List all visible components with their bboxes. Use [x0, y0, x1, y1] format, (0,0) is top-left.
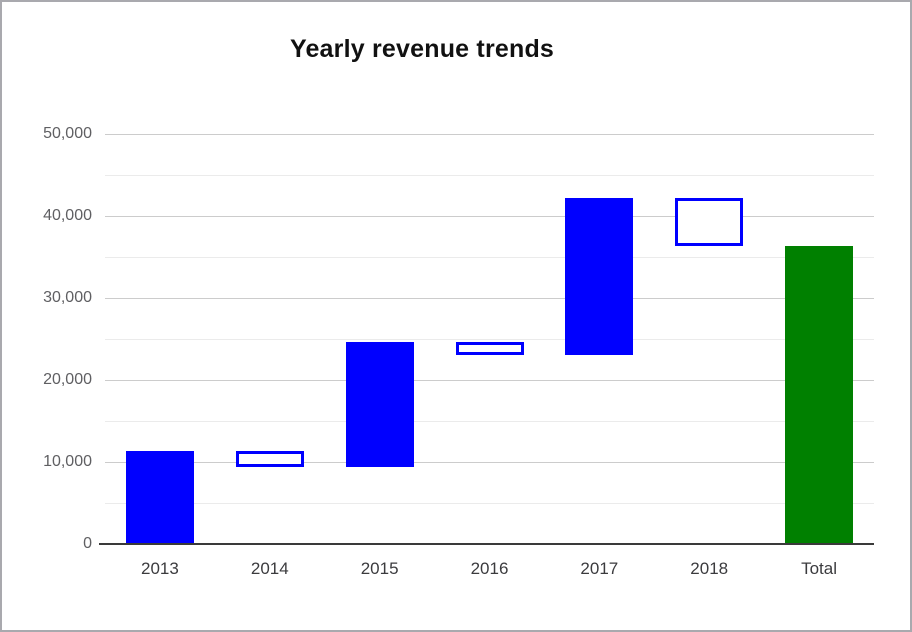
x-label-2018: 2018 — [690, 559, 729, 578]
y-tick-30000: 30,000 — [43, 289, 92, 306]
gridline-40000 — [105, 216, 874, 217]
x-label-2013: 2013 — [141, 559, 179, 578]
minor-gridline-45000 — [105, 175, 874, 176]
bar-2018[interactable] — [675, 197, 744, 246]
plot-area — [99, 134, 874, 545]
minor-gridline-5000 — [105, 503, 874, 504]
x-label-2017: 2017 — [580, 559, 619, 578]
y-tick-20000: 20,000 — [43, 371, 92, 388]
y-tick-40000: 40,000 — [43, 207, 92, 224]
x-label-total: Total — [801, 559, 838, 578]
gridline-10000 — [105, 462, 874, 463]
minor-gridline-25000 — [105, 339, 874, 340]
minor-gridline-35000 — [105, 257, 874, 258]
bar-2015[interactable] — [345, 342, 414, 467]
minor-gridline-15000 — [105, 421, 874, 422]
gridline-50000 — [105, 134, 874, 135]
x-axis-baseline — [99, 543, 874, 545]
bar-2013[interactable] — [125, 451, 194, 544]
bar-2014[interactable] — [235, 451, 304, 467]
y-tick-0: 0 — [83, 535, 92, 552]
y-tick-50000: 50,000 — [43, 125, 92, 142]
gridline-20000 — [105, 380, 874, 381]
chart-title: Yearly revenue trends — [289, 35, 555, 63]
bar-total[interactable] — [785, 245, 854, 544]
gridline-30000 — [105, 298, 874, 299]
x-label-2015: 2015 — [360, 559, 399, 578]
bar-2016[interactable] — [455, 342, 524, 356]
x-label-2016: 2016 — [470, 559, 509, 578]
x-label-2014: 2014 — [250, 559, 289, 578]
y-tick-10000: 10,000 — [43, 453, 92, 470]
bar-2017[interactable] — [565, 197, 634, 356]
